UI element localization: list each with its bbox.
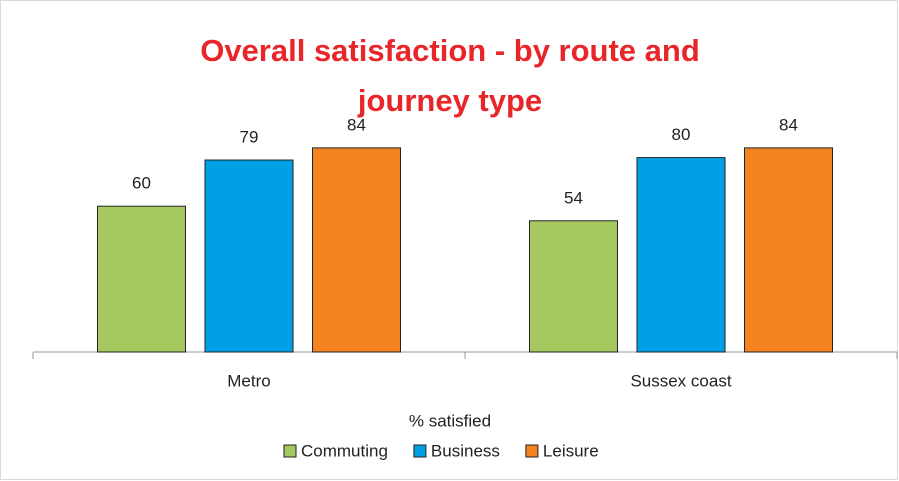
x-tick-label: Metro <box>227 371 270 390</box>
bar <box>529 220 618 353</box>
bar <box>312 147 401 353</box>
x-axis-label: % satisfied <box>409 411 491 430</box>
data-label: 60 <box>132 174 151 193</box>
bar <box>636 157 726 353</box>
bar <box>744 147 833 353</box>
chart-title: Overall satisfaction - by route and jour… <box>200 33 700 118</box>
legend-swatch <box>525 444 539 458</box>
x-tick-label: Sussex coast <box>630 371 731 390</box>
data-label: 54 <box>564 188 583 207</box>
data-label: 84 <box>779 115 798 134</box>
legend-swatch <box>413 444 427 458</box>
bar <box>97 205 186 353</box>
data-label: 80 <box>672 125 691 144</box>
data-label: 84 <box>347 115 366 134</box>
legend-swatch <box>283 444 297 458</box>
legend-label: Leisure <box>543 441 599 460</box>
legend-label: Commuting <box>301 441 388 460</box>
data-label: 79 <box>240 128 259 147</box>
legend-label: Business <box>431 441 500 460</box>
bar <box>204 159 294 353</box>
